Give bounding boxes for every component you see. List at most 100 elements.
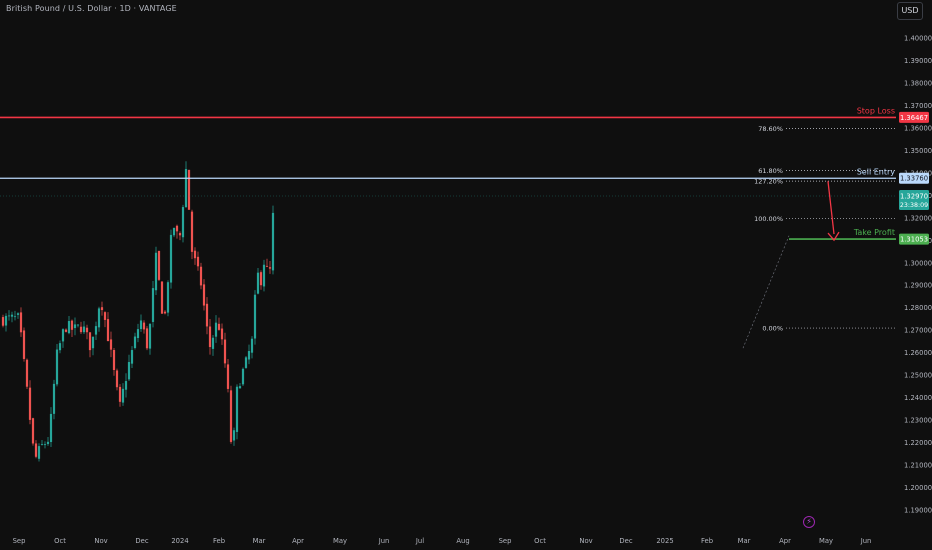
candle-body <box>97 308 101 328</box>
candle-body <box>160 281 164 314</box>
time-tick-label: Dec <box>619 537 632 545</box>
candle-body <box>208 326 212 348</box>
price-tick-label: 1.30000 <box>904 259 932 267</box>
projection-arrow-head <box>827 231 840 242</box>
candle-body <box>205 303 209 327</box>
currency-button[interactable]: USD <box>897 2 923 20</box>
candle-body <box>214 322 218 337</box>
time-tick-label: Feb <box>701 537 713 545</box>
candle-body <box>172 227 176 236</box>
fib-level-label: 100.00% <box>754 215 783 223</box>
price-tick-label: 1.28000 <box>904 304 932 312</box>
candle-body <box>187 169 191 210</box>
candle-body <box>154 252 158 291</box>
time-tick-label: 2025 <box>656 537 673 545</box>
candle-body <box>271 212 275 271</box>
fib-level-label: 127.20% <box>754 178 783 186</box>
candle-body <box>7 315 11 317</box>
time-tick-label: 2024 <box>171 537 188 545</box>
take-profit-price-tag-bg <box>899 233 929 245</box>
candle-body <box>31 418 35 444</box>
candle-body <box>211 337 215 349</box>
candle-body <box>157 250 161 280</box>
candle-body <box>70 320 74 330</box>
candle-body <box>124 381 128 390</box>
candle-body <box>133 336 137 349</box>
candle-body <box>244 357 248 368</box>
fib-level-label: 0.00% <box>762 325 783 333</box>
candle-body <box>235 386 239 432</box>
time-tick-label: Mar <box>738 537 751 545</box>
fib-level-label: 78.60% <box>758 125 783 133</box>
fib-trend-line <box>742 235 790 349</box>
candle-body <box>190 211 194 252</box>
candle-body <box>247 351 251 360</box>
price-tick-label: 1.23000 <box>904 417 932 425</box>
candle-body <box>49 413 53 443</box>
candle-body <box>58 343 62 351</box>
candle-body <box>52 383 56 414</box>
current-price-tag-bg <box>899 190 929 211</box>
candle-body <box>139 320 143 330</box>
candle-body <box>130 350 134 364</box>
candle-body <box>91 336 95 349</box>
sell-entry-price-tag: 1.33760 <box>900 175 928 183</box>
candle-body <box>40 444 44 445</box>
time-tick-label: Apr <box>779 537 791 545</box>
time-tick-label: Sep <box>499 537 512 545</box>
current-price-tag: 1.32970 <box>900 193 928 201</box>
time-tick-label: Oct <box>534 537 546 545</box>
take-profit-price-tag: 1.31053 <box>900 235 928 243</box>
candle-body <box>262 264 266 287</box>
candle-body <box>100 307 104 311</box>
candle-body <box>79 326 83 333</box>
candle-body <box>127 362 131 380</box>
price-tick-label: 1.29000 <box>904 282 932 290</box>
candle-body <box>175 225 179 232</box>
price-tick-label: 1.24000 <box>904 394 932 402</box>
candle-body <box>16 313 20 315</box>
candle-body <box>19 312 23 333</box>
symbol-title: British Pound / U.S. Dollar · 1D · VANTA… <box>6 4 177 13</box>
candle-body <box>121 388 125 403</box>
candle-body <box>202 284 206 306</box>
lightning-icon[interactable]: ⚡ <box>803 516 815 528</box>
price-tick-label: 1.40000 <box>904 35 932 43</box>
candle-body <box>67 321 71 334</box>
candle-body <box>241 368 245 385</box>
candle-body <box>142 322 146 330</box>
time-tick-label: Aug <box>456 537 469 545</box>
candle-body <box>28 387 32 420</box>
time-tick-label: Mar <box>253 537 266 545</box>
candle-body <box>166 282 170 313</box>
candle-body <box>250 338 254 353</box>
candle-body <box>256 272 260 294</box>
stop-loss-price-tag: 1.36467 <box>900 114 928 122</box>
candle-body <box>178 233 182 236</box>
price-tick-label: 1.25000 <box>904 372 932 380</box>
candle-body <box>196 256 200 267</box>
candle-body <box>103 312 107 320</box>
candle-body <box>259 272 263 286</box>
candle-body <box>229 390 233 442</box>
candle-body <box>76 324 80 326</box>
candle-body <box>88 332 92 351</box>
candle-body <box>163 311 167 314</box>
price-tick-label: 1.38000 <box>904 79 932 87</box>
candle-body <box>46 441 50 445</box>
candle-body <box>13 316 17 318</box>
candle-body <box>106 319 110 342</box>
time-tick-label: Nov <box>579 537 592 545</box>
candle-body <box>169 234 173 283</box>
price-tick-label: 1.20000 <box>904 484 932 492</box>
candle-body <box>265 265 269 267</box>
candle-body <box>268 267 272 269</box>
price-tick-label: 1.22000 <box>904 439 932 447</box>
stop-loss-price-tag-bg <box>899 111 929 123</box>
price-tick-label: 1.26000 <box>904 349 932 357</box>
candle-body <box>217 323 221 330</box>
candle-body <box>1 317 5 326</box>
sell-entry-price-tag-bg <box>899 172 929 184</box>
candle-body <box>220 328 224 340</box>
